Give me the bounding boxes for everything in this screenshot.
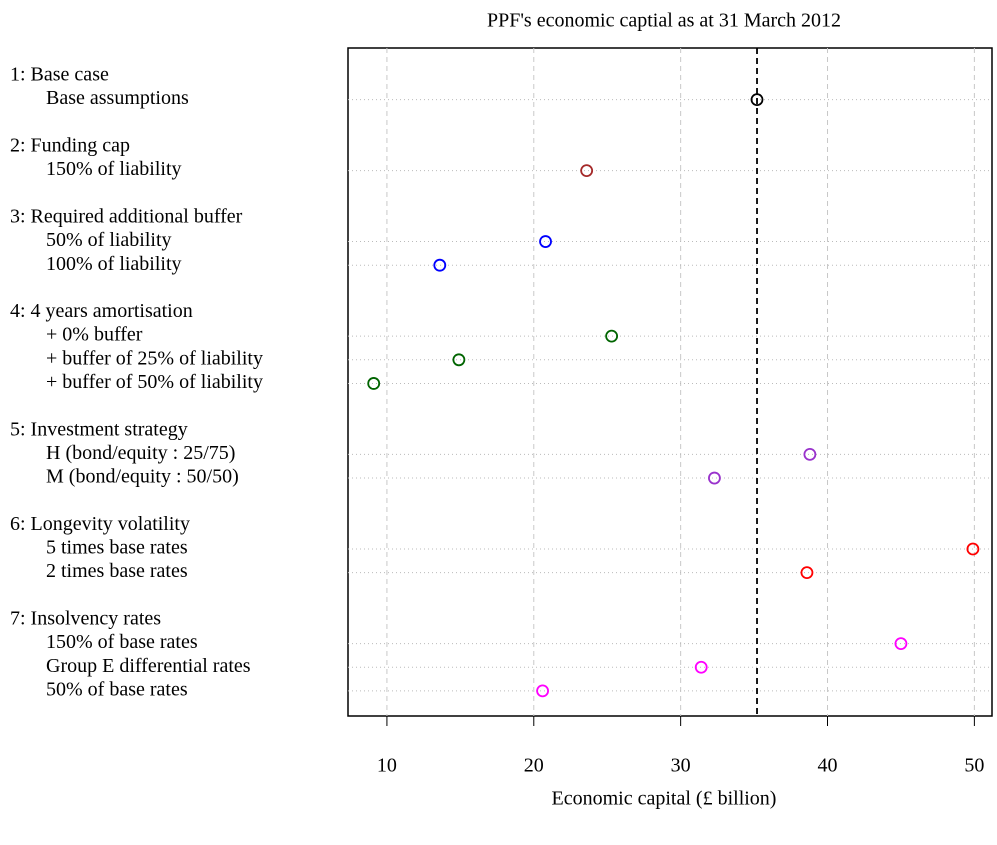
item-label: Group E differential rates (46, 655, 251, 677)
group-label: 2: Funding cap (10, 135, 130, 157)
item-label: 5 times base rates (46, 537, 188, 559)
item-label: 150% of base rates (46, 631, 198, 653)
group-label: 7: Insolvency rates (10, 608, 161, 630)
dot (800, 566, 814, 580)
item-label: 2 times base rates (46, 560, 188, 582)
dot (894, 637, 908, 650)
x-tick-label: 30 (671, 755, 691, 777)
x-tick-label: 50 (964, 755, 984, 777)
dot (367, 377, 381, 390)
plot-frame (347, 47, 993, 717)
x-tick-label: 20 (524, 755, 544, 777)
item-label: 100% of liability (46, 253, 182, 275)
dot (536, 684, 549, 698)
group-label: 6: Longevity volatility (10, 513, 190, 535)
dot (966, 542, 980, 556)
item-label: + 0% buffer (46, 324, 143, 346)
dot (750, 93, 764, 107)
dot (605, 329, 619, 343)
item-label: + buffer of 25% of liability (46, 347, 263, 369)
item-label: Base assumptions (46, 87, 189, 109)
dot (433, 258, 447, 272)
item-label: H (bond/equity : 25/75) (46, 442, 235, 464)
dot (708, 471, 721, 485)
item-label: + buffer of 50% of liability (46, 371, 263, 393)
group-label: 3: Required additional buffer (10, 205, 243, 227)
dot (694, 660, 708, 674)
item-label: 150% of liability (46, 158, 182, 180)
x-axis-label: Economic capital (£ billion) (552, 788, 777, 810)
dot (803, 447, 817, 461)
group-label: 1: Base case (10, 64, 109, 86)
item-label: 50% of liability (46, 229, 172, 251)
chart-title: PPF's economic captial as at 31 March 20… (487, 10, 841, 32)
dot (539, 235, 552, 248)
x-tick-label: 10 (377, 755, 397, 777)
dot (452, 353, 466, 367)
group-label: 4: 4 years amortisation (10, 300, 193, 322)
item-label: 50% of base rates (46, 678, 188, 700)
group-label: 5: Investment strategy (10, 418, 188, 440)
x-tick-label: 40 (818, 755, 838, 777)
item-label: M (bond/equity : 50/50) (46, 466, 239, 488)
dot (580, 164, 594, 178)
